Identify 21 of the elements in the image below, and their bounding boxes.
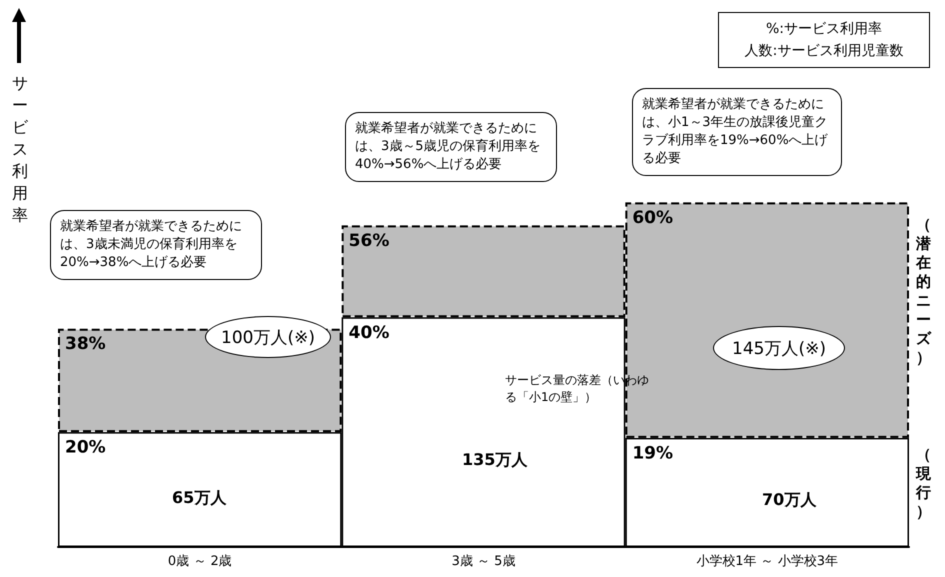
annotation: 135万人 <box>462 450 528 471</box>
speech-bubble: 就業希望者が就業できるためには、小1～3年生の放課後児童クラブ利用率を19%→60%へ上げる必要 <box>632 88 842 176</box>
text: 人数:サービス利用児童数 <box>744 42 904 61</box>
x-tick-label: 小学校1年 ～ 小学校3年 <box>696 554 838 569</box>
y-axis-title: サービス利用率 <box>12 74 29 224</box>
x-tick-label: 3歳 ～ 5歳 <box>452 554 516 569</box>
series-label: （潜在的ニーズ） <box>915 216 932 366</box>
data-label: 19% <box>632 443 674 464</box>
speech-bubble: 就業希望者が就業できるためには、3歳～5歳児の保育利用率を40%→56%へ上げる必要 <box>345 112 557 182</box>
total-label: 38% <box>65 334 106 354</box>
data-label: 40% <box>348 322 390 343</box>
series-label: （現行） <box>915 446 932 520</box>
data-label: 20% <box>65 438 106 458</box>
annotation: 70万人 <box>762 490 816 511</box>
text: %:サービス利用率 <box>764 20 884 39</box>
speech-bubble: 就業希望者が就業できるためには、3歳未満児の保育利用率を20%→38%へ上げる必要 <box>50 210 262 280</box>
x-tick-label: 0歳 ～ 2歳 <box>168 554 232 569</box>
total-label: 60% <box>632 208 674 228</box>
oval-outline: 100万人(※) <box>205 316 331 358</box>
annotation: 65万人 <box>172 488 226 509</box>
total-label: 56% <box>348 230 390 251</box>
